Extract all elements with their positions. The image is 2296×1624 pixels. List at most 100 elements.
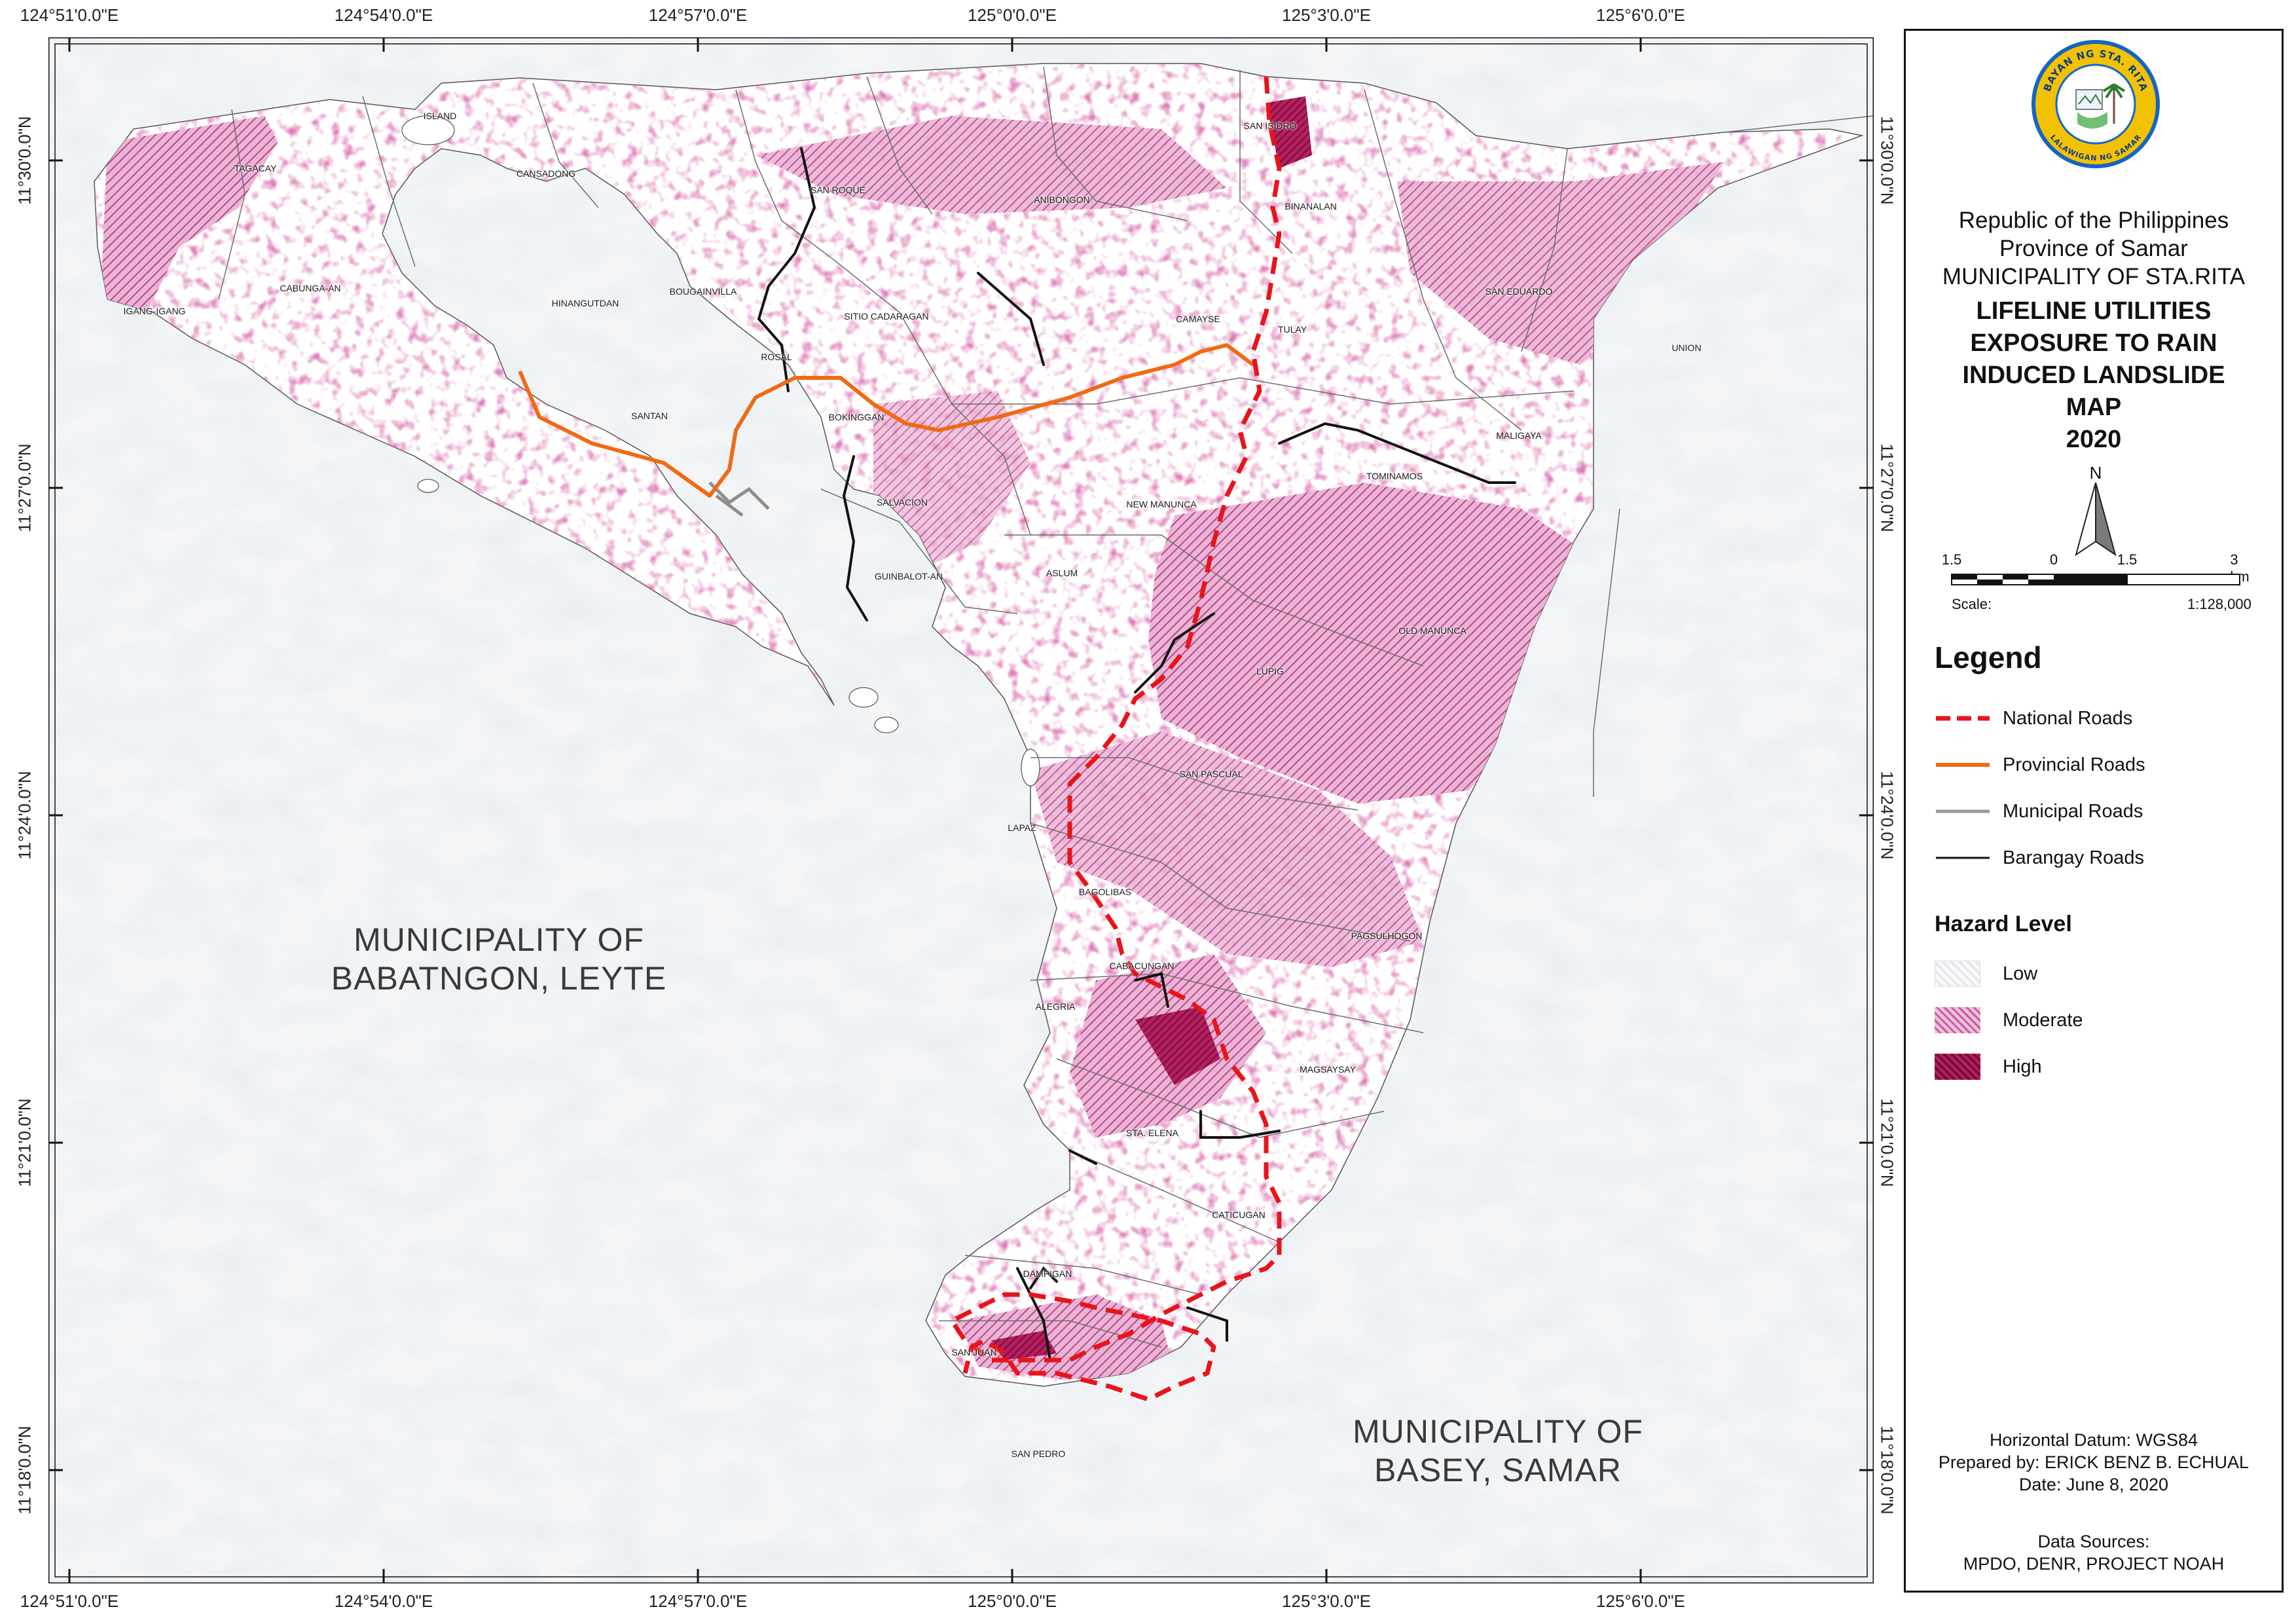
babatngon-label-line1: MUNICIPALITY OF	[354, 921, 644, 958]
map-canvas[interactable]	[48, 37, 1874, 1583]
legend-label-municipal-roads: Municipal Roads	[2003, 800, 2143, 822]
coord-bottom-2: 124°54'0.0"E	[334, 1591, 433, 1611]
coord-top-6: 125°6'0.0"E	[1596, 5, 1685, 25]
barangay-label-san-isidro: SAN ISIDRO	[1243, 120, 1297, 131]
island-west-2	[874, 716, 899, 733]
coord-bottom-3: 124°57'0.0"E	[648, 1591, 748, 1611]
hazard-high-swatch	[1935, 1054, 1980, 1080]
barangay-label-bougainvilla: BOUGAINVILLA	[669, 286, 737, 297]
barangay-label-aslum: ASLUM	[1046, 568, 1078, 578]
data-sources-list: MPDO, DENR, PROJECT NOAH	[1963, 1554, 2225, 1574]
map-title-line4: MAP	[2066, 394, 2122, 421]
moderate-zone-san-pascual	[1030, 731, 1423, 967]
barangay-label-bokinggan: BOKINGGAN	[828, 412, 884, 422]
scale-ratio: 1:128,000	[2187, 596, 2251, 612]
babatngon-label-line2: BABATNGON, LEYTE	[331, 960, 667, 997]
national-road	[949, 76, 1282, 1402]
barangay-label-lapaz: LAPAZ	[1008, 822, 1036, 833]
header-province: Province of Samar	[1999, 236, 2188, 261]
barangay-label-san-juan: SAN JUAN	[951, 1347, 997, 1357]
barangay-label-rosal: ROSAL	[761, 352, 792, 362]
provincial-road	[518, 343, 1254, 498]
north-label: N	[2089, 463, 2102, 483]
municipal-seal-logo: BAYAN NG STA. RITA LALAWIGAN NG SAMAR	[2032, 40, 2160, 168]
coord-left-1: 11°30'0.0"N	[14, 116, 35, 205]
coord-top-1: 124°51'0.0"E	[20, 5, 119, 25]
coord-top-2: 124°54'0.0"E	[334, 5, 433, 25]
barangay-label-cansadong: CANSADONG	[516, 168, 576, 179]
coord-right-3: 11°24'0.0"N	[1877, 771, 1897, 860]
barangay-label-pagsulhogon: PAGSULHOGON	[1351, 931, 1423, 941]
barangay-label-new-manunca: NEW MANUNCA	[1126, 499, 1197, 509]
map-title: LIFELINE UTILITIES EXPOSURE TO RAIN INDU…	[1906, 295, 2282, 456]
basey-label: MUNICIPALITY OF BASEY, SAMAR	[1353, 1412, 1643, 1490]
islet	[417, 479, 439, 493]
panel-header: Republic of the Philippines Province of …	[1906, 206, 2282, 291]
map-title-year: 2020	[2066, 426, 2122, 453]
high-zone-san-isidro	[1266, 96, 1312, 168]
island-lapaz	[1021, 748, 1040, 786]
header-municipality: MUNICIPALITY OF STA.RITA	[1942, 264, 2246, 289]
scale-bar: 1.5 0 1.5 3 km Scale: 1:128,000	[1932, 551, 2251, 630]
scale-tick-1: 1.5	[1941, 551, 1962, 568]
moderate-zone-san-eduardo	[1397, 162, 1724, 365]
barangay-label-camayse: CAMAYSE	[1176, 314, 1220, 324]
island-north	[401, 115, 455, 145]
coord-bottom-6: 125°6'0.0"E	[1596, 1591, 1685, 1611]
map-title-line1: LIFELINE UTILITIES	[1976, 297, 2212, 325]
credits-block: Horizontal Datum: WGS84 Prepared by: ERI…	[1906, 1429, 2282, 1496]
credits-datum: Horizontal Datum: WGS84	[1989, 1430, 2198, 1450]
legend-label-low: Low	[2003, 963, 2038, 984]
barangay-label-santan: SANTAN	[631, 411, 668, 421]
moderate-zone-salvacion	[873, 391, 1030, 574]
graticule-ticks	[48, 37, 1874, 1583]
babatngon-label: MUNICIPALITY OF BABATNGON, LEYTE	[331, 921, 666, 998]
high-zone-san-pedro	[991, 1331, 1057, 1360]
barangay-label-cabacungan: CABACUNGAN	[1109, 961, 1175, 971]
map-title-line3: INDUCED LANDSLIDE	[1962, 361, 2225, 389]
credits-date: Date: June 8, 2020	[2018, 1475, 2169, 1494]
municipal-roads	[708, 481, 770, 517]
barangay-label-hinangutdan: HINANGUTDAN	[551, 298, 619, 308]
barangay-label-island: ISLAND	[423, 111, 457, 121]
coord-top-5: 125°3'0.0"E	[1282, 5, 1371, 25]
scale-label: Scale:	[1952, 596, 1992, 612]
legend-item-hazard-moderate: Moderate	[1935, 1007, 2083, 1033]
barangay-label-salvacion: SALVACION	[876, 497, 928, 507]
moderate-zone-tagacay	[101, 116, 278, 312]
coord-bottom-5: 125°3'0.0"E	[1282, 1591, 1371, 1611]
legend-label-national-roads: National Roads	[2003, 707, 2133, 729]
barangay-label-magsaysay: MAGSAYSAY	[1300, 1064, 1356, 1075]
island-west	[848, 687, 879, 708]
barangay-label-union: UNION	[1671, 342, 1702, 353]
hazard-low-swatch	[1935, 961, 1980, 987]
scale-tick-2: 0	[2049, 551, 2058, 568]
barangay-label-binanalan: BINANALAN	[1285, 201, 1337, 212]
barangay-label-san-pascual: SAN PASCUAL	[1179, 769, 1243, 779]
coord-right-2: 11°27'0.0"N	[1877, 443, 1897, 532]
coord-top-4: 125°0'0.0"E	[968, 5, 1057, 25]
barangay-label-san-eduardo: SAN EDUARDO	[1485, 286, 1553, 297]
barangay-label-old-manunca: OLD MANUNCA	[1398, 625, 1467, 636]
barangay-label-caticugan: CATICUGAN	[1212, 1209, 1266, 1220]
legend-label-moderate: Moderate	[2003, 1009, 2083, 1031]
barangay-label-maligaya: MALIGAYA	[1496, 430, 1542, 441]
barangay-label-sta-elena: STA. ELENA	[1126, 1128, 1178, 1138]
coord-right-4: 11°21'0.0"N	[1877, 1098, 1897, 1187]
legend-label-provincial-roads: Provincial Roads	[2003, 754, 2145, 775]
legend-item-provincial-roads: Provincial Roads	[1935, 752, 2145, 778]
barangay-label-guinbalot-an: GUINBALOT-AN	[874, 571, 943, 581]
barangay-label-anibongon: ANIBONGON	[1034, 194, 1090, 205]
barangay-label-tulay: TULAY	[1277, 324, 1307, 335]
barangay-label-san-pedro: SAN PEDRO	[1011, 1449, 1066, 1459]
barangay-label-san-roque: SAN ROQUE	[810, 185, 866, 195]
high-zone-cabacungan	[1135, 1006, 1220, 1085]
legend-item-municipal-roads: Municipal Roads	[1935, 798, 2143, 824]
barangay-label-tagacay: TAGACAY	[234, 163, 277, 174]
data-sources-label: Data Sources:	[2037, 1532, 2150, 1551]
coord-right-5: 11°18'0.0"N	[1877, 1426, 1897, 1515]
coord-right-1: 11°30'0.0"N	[1877, 116, 1897, 205]
map-frame[interactable]: ISLAND CANSADONG TAGACAY CABUNGA-AN IGAN…	[48, 37, 1874, 1583]
coord-left-3: 11°24'0.0"N	[14, 771, 35, 860]
barangay-label-dampigan: DAMPIGAN	[1023, 1268, 1072, 1279]
